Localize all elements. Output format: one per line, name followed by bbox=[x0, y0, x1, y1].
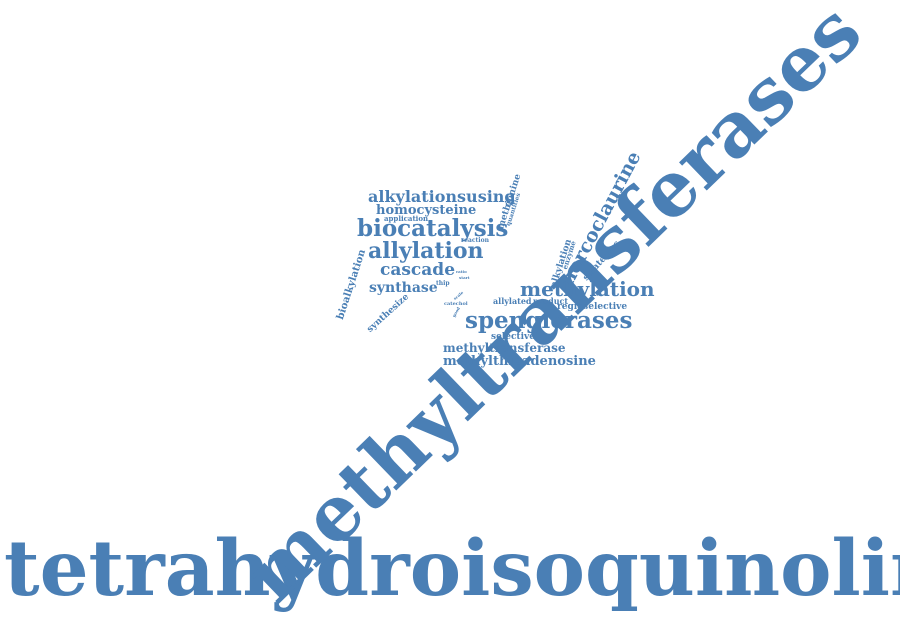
word-tetrahydroisoquinolines: tetrahydroisoquinolines bbox=[4, 531, 900, 608]
word-scale: scale bbox=[453, 291, 464, 301]
word-application: application bbox=[384, 215, 428, 222]
word-cascade: cascade bbox=[380, 262, 455, 279]
word-bioalkylation: bioalkylation bbox=[336, 248, 368, 321]
word-methyltransferase: methyltransferase bbox=[443, 342, 566, 354]
word-thip: thip bbox=[436, 281, 450, 287]
word-spenglerases: spenglerases bbox=[465, 309, 632, 332]
word-methylthioadenosine: methylthioadenosine bbox=[443, 355, 596, 368]
word-reaction: reaction bbox=[461, 238, 489, 244]
word-product: product bbox=[533, 297, 568, 305]
word-good: good bbox=[452, 307, 461, 318]
word-start: start bbox=[459, 276, 470, 280]
word-selective: selective bbox=[491, 333, 535, 342]
word-synthesize: synthesize bbox=[366, 293, 411, 335]
word-ratio: ratio bbox=[456, 270, 467, 274]
word-allylated: allylated bbox=[493, 297, 532, 305]
